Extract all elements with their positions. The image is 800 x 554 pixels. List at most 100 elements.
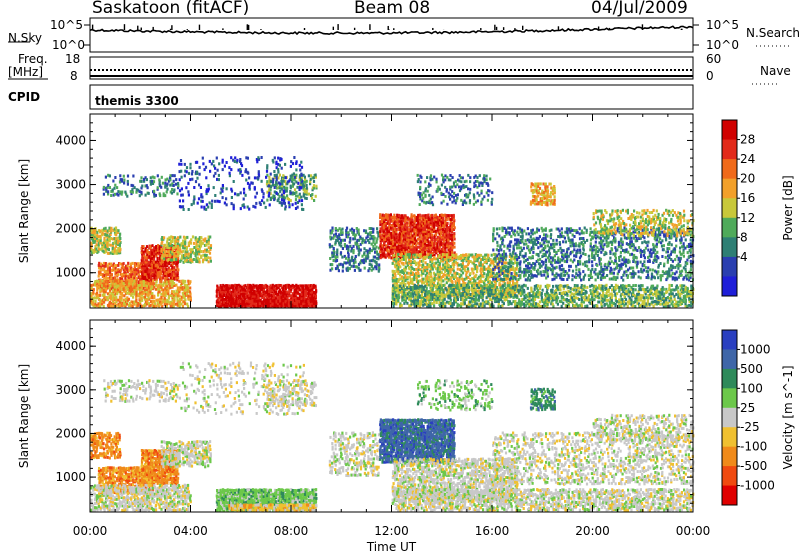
power-panel-cell bbox=[287, 294, 291, 298]
power-panel-cell bbox=[207, 238, 210, 242]
power-panel-cell bbox=[436, 215, 439, 219]
power-panel-cell bbox=[278, 296, 281, 300]
power-panel-cell bbox=[201, 260, 205, 264]
power-panel-cell bbox=[298, 303, 301, 307]
power-panel-cell bbox=[131, 287, 134, 291]
power-panel-cell bbox=[146, 258, 149, 262]
power-panel-cell bbox=[167, 279, 170, 283]
power-panel-cell bbox=[164, 294, 167, 298]
power-panel-cell bbox=[122, 287, 125, 291]
power-panel-cell bbox=[331, 267, 334, 271]
power-panel-cell bbox=[112, 304, 115, 308]
power-panel-cell bbox=[246, 290, 249, 294]
power-panel-cell bbox=[487, 253, 490, 257]
power-panel-cell bbox=[113, 227, 116, 231]
power-panel-cell bbox=[178, 286, 181, 290]
power-panel-cell bbox=[164, 280, 167, 284]
power-panel-cell bbox=[99, 229, 102, 233]
power-panel-cell bbox=[250, 287, 253, 291]
power-panel-cell bbox=[134, 274, 137, 277]
power-panel-cell bbox=[156, 273, 159, 277]
power-panel-cell bbox=[311, 299, 314, 303]
power-panel-cell bbox=[436, 235, 439, 239]
power-panel-cell bbox=[156, 249, 159, 252]
power-panel-cell bbox=[269, 188, 272, 192]
power-panel-cell bbox=[273, 304, 276, 308]
power-panel-cell bbox=[357, 228, 360, 232]
power-panel-cell bbox=[167, 292, 170, 296]
power-panel-cell bbox=[288, 290, 291, 294]
power-panel-cell bbox=[278, 195, 281, 198]
power-panel-cell bbox=[139, 278, 142, 282]
power-panel-cell bbox=[283, 290, 287, 294]
power-panel-cell bbox=[442, 213, 445, 217]
power-panel-cell bbox=[136, 268, 140, 272]
power-panel-cell bbox=[465, 257, 468, 261]
power-panel-cell bbox=[156, 271, 160, 275]
power-panel-cell bbox=[169, 268, 172, 272]
power-panel-cell bbox=[149, 290, 152, 294]
power-panel-cell bbox=[97, 279, 100, 283]
power-panel-cell bbox=[140, 268, 144, 272]
power-panel-cell bbox=[155, 245, 158, 248]
power-panel-cell bbox=[178, 251, 181, 255]
power-panel-cell bbox=[429, 254, 432, 258]
power-panel-cell bbox=[142, 256, 145, 260]
power-panel-cell bbox=[308, 284, 311, 288]
power-panel-cell bbox=[255, 284, 258, 288]
power-panel-cell bbox=[163, 243, 166, 247]
power-panel-cell bbox=[215, 292, 219, 296]
power-panel-cell bbox=[447, 294, 450, 298]
power-panel-cell bbox=[368, 247, 371, 251]
power-panel-cell bbox=[189, 296, 192, 300]
power-panel-cell bbox=[292, 294, 295, 298]
power-panel-cell bbox=[395, 228, 398, 231]
power-panel-cells bbox=[90, 156, 695, 308]
power-panel-cell bbox=[112, 287, 115, 290]
power-panel-cell bbox=[186, 292, 189, 296]
power-panel-cell bbox=[142, 304, 145, 308]
power-panel-cell bbox=[158, 287, 161, 291]
power-panel-cell bbox=[152, 260, 156, 264]
power-panel-cell bbox=[368, 241, 371, 245]
power-panel-cell bbox=[156, 250, 159, 254]
power-panel-cell bbox=[264, 298, 267, 302]
power-panel-cell bbox=[223, 294, 226, 297]
power-panel-cell bbox=[103, 267, 106, 270]
power-panel-cell bbox=[104, 287, 107, 291]
power-panel-cell bbox=[191, 258, 194, 262]
power-panel-cell bbox=[149, 300, 153, 304]
power-panel-cell bbox=[244, 304, 247, 308]
power-panel-cell bbox=[298, 292, 301, 296]
power-panel-cell bbox=[117, 251, 120, 255]
power-panel-cell bbox=[452, 223, 455, 227]
power-panel-cell bbox=[431, 233, 434, 237]
power-panel-cell bbox=[442, 284, 445, 287]
power-panel-cell bbox=[145, 288, 148, 292]
power-panel-cell bbox=[433, 304, 436, 308]
power-panel-cell bbox=[270, 293, 273, 297]
power-panel-cell bbox=[209, 235, 212, 239]
power-panel-cell bbox=[238, 296, 241, 300]
power-panel-cell bbox=[300, 294, 303, 298]
power-panel-cell bbox=[250, 300, 253, 304]
power-panel-cell bbox=[202, 250, 205, 253]
power-panel-cell bbox=[260, 284, 264, 288]
power-panel-cell bbox=[307, 290, 310, 294]
power-panel-cell bbox=[263, 299, 266, 303]
power-panel-cell bbox=[173, 273, 176, 277]
power-panel-cell bbox=[187, 294, 190, 298]
power-panel-cell bbox=[185, 245, 188, 249]
power-panel-cell bbox=[451, 279, 454, 283]
power-panel-cell bbox=[254, 304, 257, 308]
power-panel-cell bbox=[328, 243, 331, 247]
power-panel-cell bbox=[153, 302, 156, 306]
power-panel-cell bbox=[149, 244, 152, 248]
power-panel-cell bbox=[331, 226, 334, 230]
power-panel-cell bbox=[200, 254, 203, 258]
power-panel-cell bbox=[95, 283, 98, 287]
power-panel-cell bbox=[245, 286, 248, 289]
power-panel-cell bbox=[130, 275, 133, 279]
power-panel-cell bbox=[205, 243, 208, 247]
power-panel-cell bbox=[192, 241, 196, 245]
